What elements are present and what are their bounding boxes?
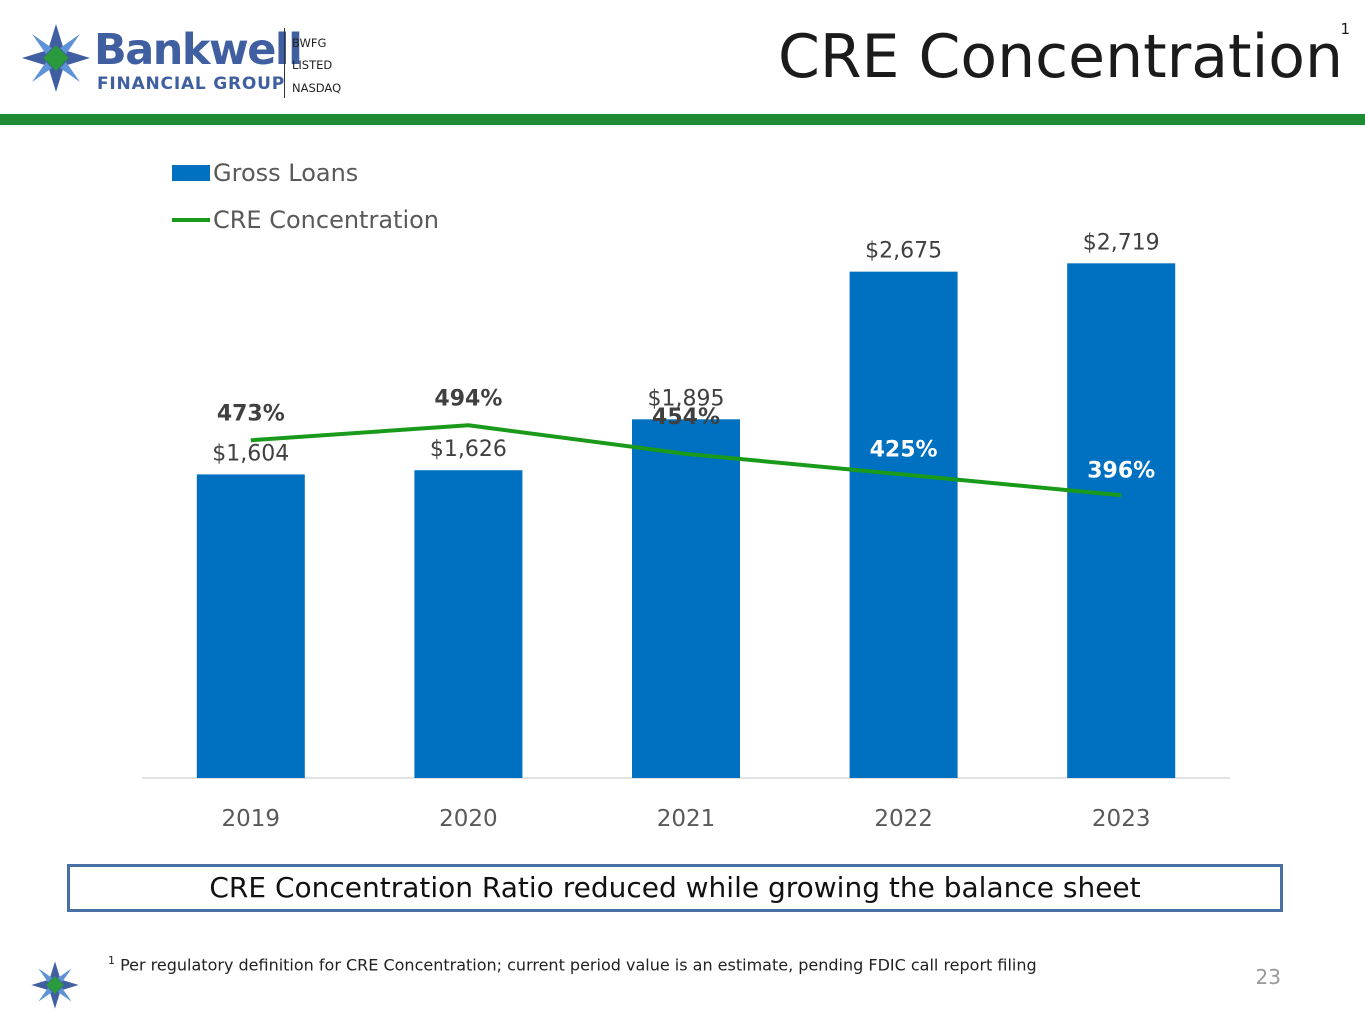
bankwell-logo: Bankwell FINANCIAL GROUP BWFG LISTED NAS…: [20, 22, 350, 102]
page-title: CRE Concentration: [777, 22, 1343, 92]
footnote-text: Per regulatory definition for CRE Concen…: [120, 955, 1037, 975]
footnote: 1 Per regulatory definition for CRE Conc…: [108, 954, 1037, 974]
cre-concentration-line: [250, 423, 1122, 498]
ticker-symbol: BWFG: [292, 36, 327, 50]
x-tick-2020: 2020: [439, 806, 498, 832]
bar-2021: [632, 419, 740, 778]
line-label-2021: 454%: [652, 405, 720, 430]
x-tick-2019: 2019: [222, 806, 281, 832]
callout-box: CRE Concentration Ratio reduced while gr…: [67, 864, 1283, 912]
bar-2022: [849, 271, 958, 778]
footer-star-icon: [31, 961, 79, 1009]
title-footnote-marker: 1: [1340, 20, 1350, 38]
page-number: 23: [1255, 965, 1281, 989]
exchange-label: NASDAQ: [292, 81, 342, 95]
bar-2020: [414, 470, 523, 778]
bar-label-2020: $1,626: [430, 437, 507, 462]
legend-swatch-gross-loans: [172, 165, 210, 181]
line-label-2023: 396%: [1087, 458, 1155, 483]
bar-2023: [1067, 263, 1176, 778]
bankwell-star-icon: [22, 24, 90, 92]
logo-divider: [284, 28, 285, 98]
bar-label-2021: $1,895: [648, 386, 725, 411]
cre-chart: $1,604 2019 $1,626 2020 $1,895 2021 $2,675 2022…: [142, 159, 1230, 832]
header-band: [0, 114, 1365, 125]
bar-label-2019: $1,604: [212, 441, 289, 466]
footnote-marker: 1: [108, 954, 115, 967]
bar-label-2022: $2,675: [865, 239, 942, 264]
legend-label-gross-loans: Gross Loans: [213, 159, 358, 187]
legend-label-cre-concentration: CRE Concentration: [213, 206, 439, 234]
line-label-2022: 425%: [870, 438, 938, 463]
line-label-2019: 473%: [217, 401, 285, 426]
bar-2019: [196, 474, 305, 778]
brand-subtitle: FINANCIAL GROUP: [97, 74, 286, 94]
x-tick-2023: 2023: [1092, 806, 1151, 832]
bar-label-2023: $2,719: [1083, 230, 1160, 255]
brand-name: Bankwell: [94, 25, 303, 75]
x-tick-2021: 2021: [657, 806, 716, 832]
line-label-2020: 494%: [434, 386, 502, 411]
listed-label: LISTED: [292, 58, 333, 72]
x-tick-2022: 2022: [874, 806, 933, 832]
